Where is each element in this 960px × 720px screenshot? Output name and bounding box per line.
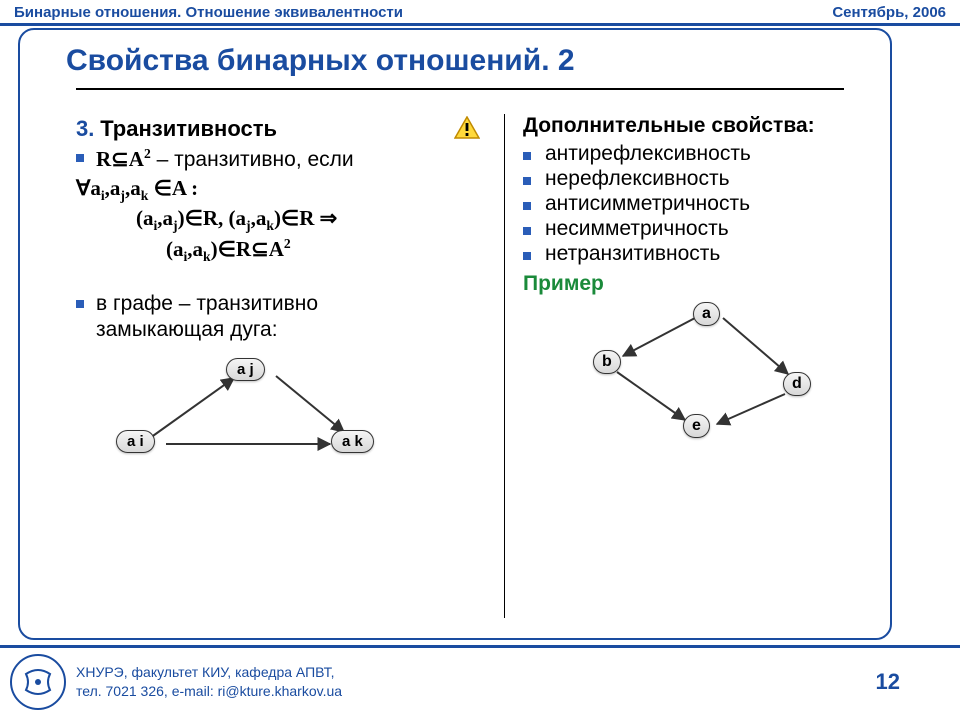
square-bullet-icon [523, 202, 531, 210]
left-column: 3. Транзитивность R⊆A2 – транзитивно, ес… [76, 114, 486, 618]
graph-text-2: замыкающая дуга: [96, 318, 318, 342]
section-number: 3. [76, 116, 94, 141]
math-r-a: R⊆A [96, 147, 144, 171]
square-bullet-icon [523, 177, 531, 185]
header-topic: Бинарные отношения. Отношение эквивалент… [14, 4, 403, 21]
footer-line-2: тел. 7021 326, e-mail: ri@kture.kharkov.… [76, 682, 342, 701]
content: 3. Транзитивность R⊆A2 – транзитивно, ес… [20, 90, 890, 618]
graph-node: e [683, 414, 710, 438]
logo-icon [10, 654, 66, 710]
example-label: Пример [523, 272, 864, 296]
warning-icon [454, 116, 480, 140]
list-item: несимметричность [523, 217, 864, 241]
graph-example: a b d e [583, 302, 843, 462]
square-bullet-icon [523, 152, 531, 160]
square-bullet-icon [76, 154, 84, 162]
line-3: (ai,aj)∈R, (aj,ak)∈R ⇒ [76, 206, 486, 234]
right-heading: Дополнительные свойства: [523, 114, 864, 138]
list-item: антирефлексивность [523, 142, 864, 166]
graph-node: a [693, 302, 720, 326]
footer-line-1: ХНУРЭ, факультет КИУ, кафедра АПВТ, [76, 663, 342, 682]
graph-node: d [783, 372, 811, 396]
footer-text: ХНУРЭ, факультет КИУ, кафедра АПВТ, тел.… [76, 663, 342, 701]
square-bullet-icon [76, 300, 84, 308]
slide-title: Свойства бинарных отношений. 2 [20, 30, 890, 84]
section-name: Транзитивность [100, 116, 277, 141]
bullet-1: R⊆A2 – транзитивно, если [76, 144, 486, 174]
graph-text-1: в графе – транзитивно [96, 292, 318, 316]
footer: ХНУРЭ, факультет КИУ, кафедра АПВТ, тел.… [0, 645, 960, 720]
line-4: (ai,ak)∈R⊆A2 [76, 236, 486, 265]
right-column: Дополнительные свойства: антирефлексивно… [504, 114, 864, 618]
line-1: R⊆A2 – транзитивно, если [96, 146, 354, 172]
footer-left: ХНУРЭ, факультет КИУ, кафедра АПВТ, тел.… [10, 654, 342, 710]
graph-transitive: a j a i a k [116, 358, 416, 498]
square-bullet-icon [523, 252, 531, 260]
square-bullet-icon [523, 227, 531, 235]
page-number: 12 [876, 669, 900, 695]
list-item: нетранзитивность [523, 242, 864, 266]
header-bar: Бинарные отношения. Отношение эквивалент… [0, 0, 960, 26]
graph-node: b [593, 350, 621, 374]
graph-node: a k [331, 430, 374, 453]
list-item: антисимметричность [523, 192, 864, 216]
bullet-2: в графе – транзитивно замыкающая дуга: [76, 290, 486, 344]
section-heading: 3. Транзитивность [76, 116, 486, 142]
list-item: нерефлексивность [523, 167, 864, 191]
line-2: ∀ai,aj,ak ∈A : [76, 176, 486, 204]
graph-node: a j [226, 358, 265, 381]
header-date: Сентябрь, 2006 [832, 4, 946, 21]
graph-node: a i [116, 430, 155, 453]
slide-frame: Свойства бинарных отношений. 2 3. Транзи… [18, 28, 892, 640]
